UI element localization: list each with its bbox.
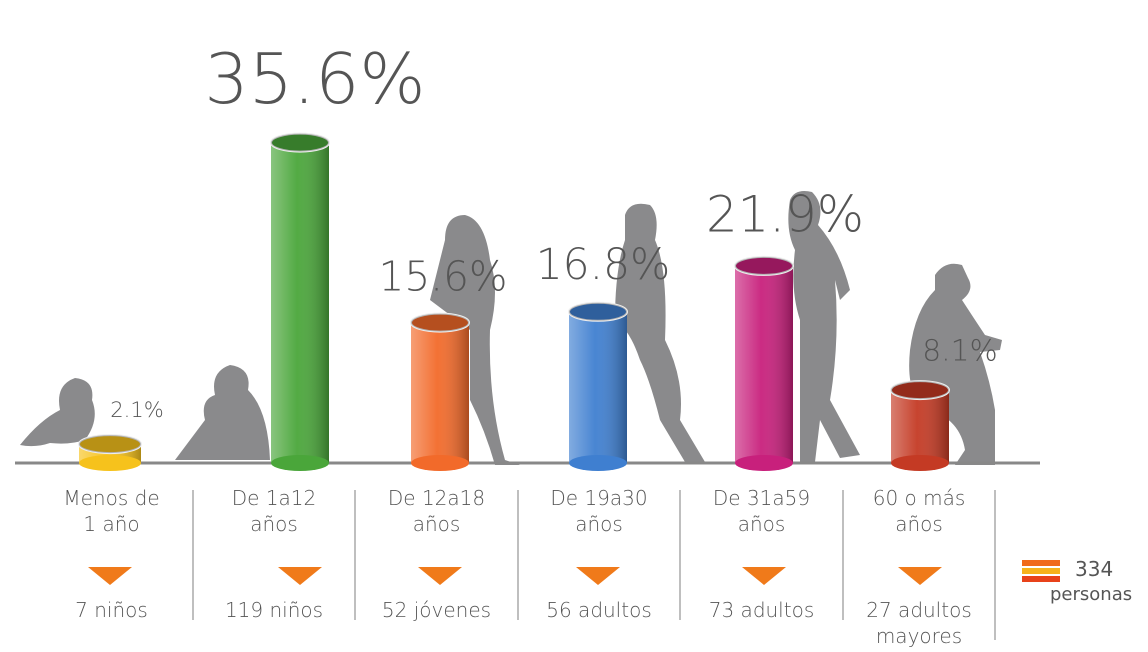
count-label: 73 adultos [708,598,815,622]
total-label: personas [1050,584,1133,605]
count-label: 27 adultos mayores [866,598,972,648]
category-label: De 1a12 años [231,486,317,536]
arrow [88,567,132,585]
legend-icon [1022,560,1060,582]
count-label: 52 jóvenes [381,598,492,622]
separators [192,490,996,640]
category-label: De 19a30 años [550,486,648,536]
arrow [898,567,942,585]
arrow [742,567,786,585]
value-label: 15.6% [378,252,507,300]
category-label: Menos de 1 año [63,486,160,536]
bar [734,255,794,471]
category-label: De 31a59 años [712,486,811,536]
total: 334 [1075,557,1114,581]
value-label: 16.8% [536,240,671,289]
bar [270,132,330,471]
count-label: 56 adultos [546,598,652,622]
category-label: De 12a18 años [387,486,486,536]
arrow [576,567,620,585]
count-label: 119 niños [224,598,324,622]
value-label: 2.1% [110,397,163,422]
bar [78,434,142,471]
value-label: 8.1% [922,334,998,369]
bar [410,312,470,471]
value-label: 35.6% [204,39,425,120]
silhouettes [20,191,1002,465]
arrow [418,567,462,585]
arrow [278,567,322,585]
count-label: 7 niños [75,598,148,622]
category-label: 60 o más años [872,486,966,536]
value-label: 21.9% [706,185,864,243]
bar [890,380,950,471]
bar [568,301,628,471]
